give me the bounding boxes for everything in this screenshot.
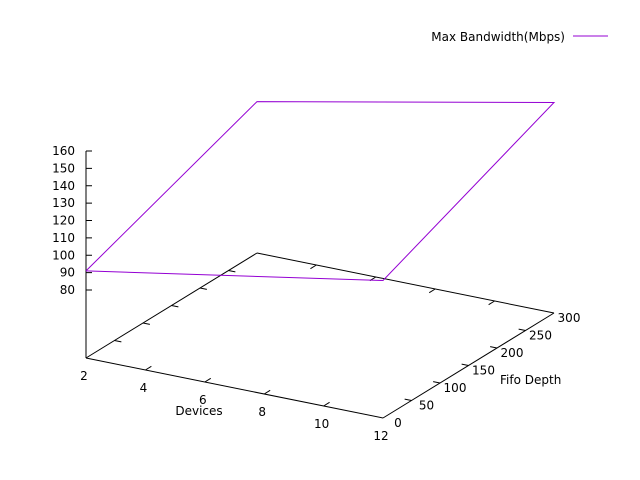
y-tick-label: 150 — [472, 364, 495, 378]
series-line-0 — [85, 101, 556, 282]
z-tick-label: 120 — [52, 214, 75, 228]
z-tick-label: 130 — [52, 196, 75, 210]
z-tick-label: 80 — [60, 283, 75, 297]
x-tick-mirror — [310, 264, 317, 270]
x-tick-mirror — [428, 288, 436, 294]
chart-axes — [85, 151, 555, 419]
y-axis-label: Fifo Depth — [500, 373, 561, 387]
y-tick-label: 100 — [444, 381, 467, 395]
x-tick-mirror — [488, 300, 495, 306]
y-tick-label: 50 — [419, 399, 434, 413]
y-tick-label: 300 — [558, 311, 581, 325]
y-tick — [461, 363, 469, 366]
x-axis-label: Devices — [175, 404, 222, 418]
y-tick — [433, 381, 441, 384]
x-tick-label: 2 — [80, 369, 88, 383]
x-tick — [204, 377, 212, 383]
x-tick — [145, 365, 152, 371]
y-tick-mirror — [199, 287, 207, 290]
x-tick-label: 4 — [140, 381, 148, 395]
z-tick-label: 100 — [52, 248, 75, 262]
y-tick-mirror — [228, 270, 236, 273]
y-tick-mirror — [142, 322, 150, 325]
x-axis-front — [85, 357, 384, 419]
z-tick-label: 90 — [60, 266, 75, 280]
y-tick-mirror — [114, 340, 122, 343]
x-axis-back — [256, 252, 555, 314]
y-tick — [518, 328, 526, 331]
legend-label: Max Bandwidth(Mbps) — [431, 30, 565, 44]
x-tick-label: 6 — [199, 393, 207, 407]
z-tick-label: 160 — [52, 144, 75, 158]
y-tick-label: 250 — [529, 329, 552, 343]
y-tick-label: 200 — [501, 346, 524, 360]
chart-legend: Max Bandwidth(Mbps) — [431, 30, 608, 44]
chart-ticks — [86, 150, 526, 407]
y-tick-label: 0 — [394, 416, 402, 430]
x-tick-label: 10 — [314, 417, 329, 431]
x-tick-label: 8 — [258, 405, 266, 419]
z-tick-label: 110 — [52, 231, 75, 245]
chart-series — [85, 101, 556, 282]
y-tick — [404, 398, 412, 401]
x-tick — [263, 389, 271, 395]
z-tick-label: 150 — [52, 161, 75, 175]
y-tick-mirror — [171, 305, 179, 308]
y-tick — [490, 346, 498, 349]
x-tick-label: 12 — [373, 429, 388, 443]
chart-tick-labels: 2468101205010015020025030080901001101201… — [52, 144, 580, 443]
z-tick-label: 140 — [52, 179, 75, 193]
x-tick — [323, 401, 330, 407]
